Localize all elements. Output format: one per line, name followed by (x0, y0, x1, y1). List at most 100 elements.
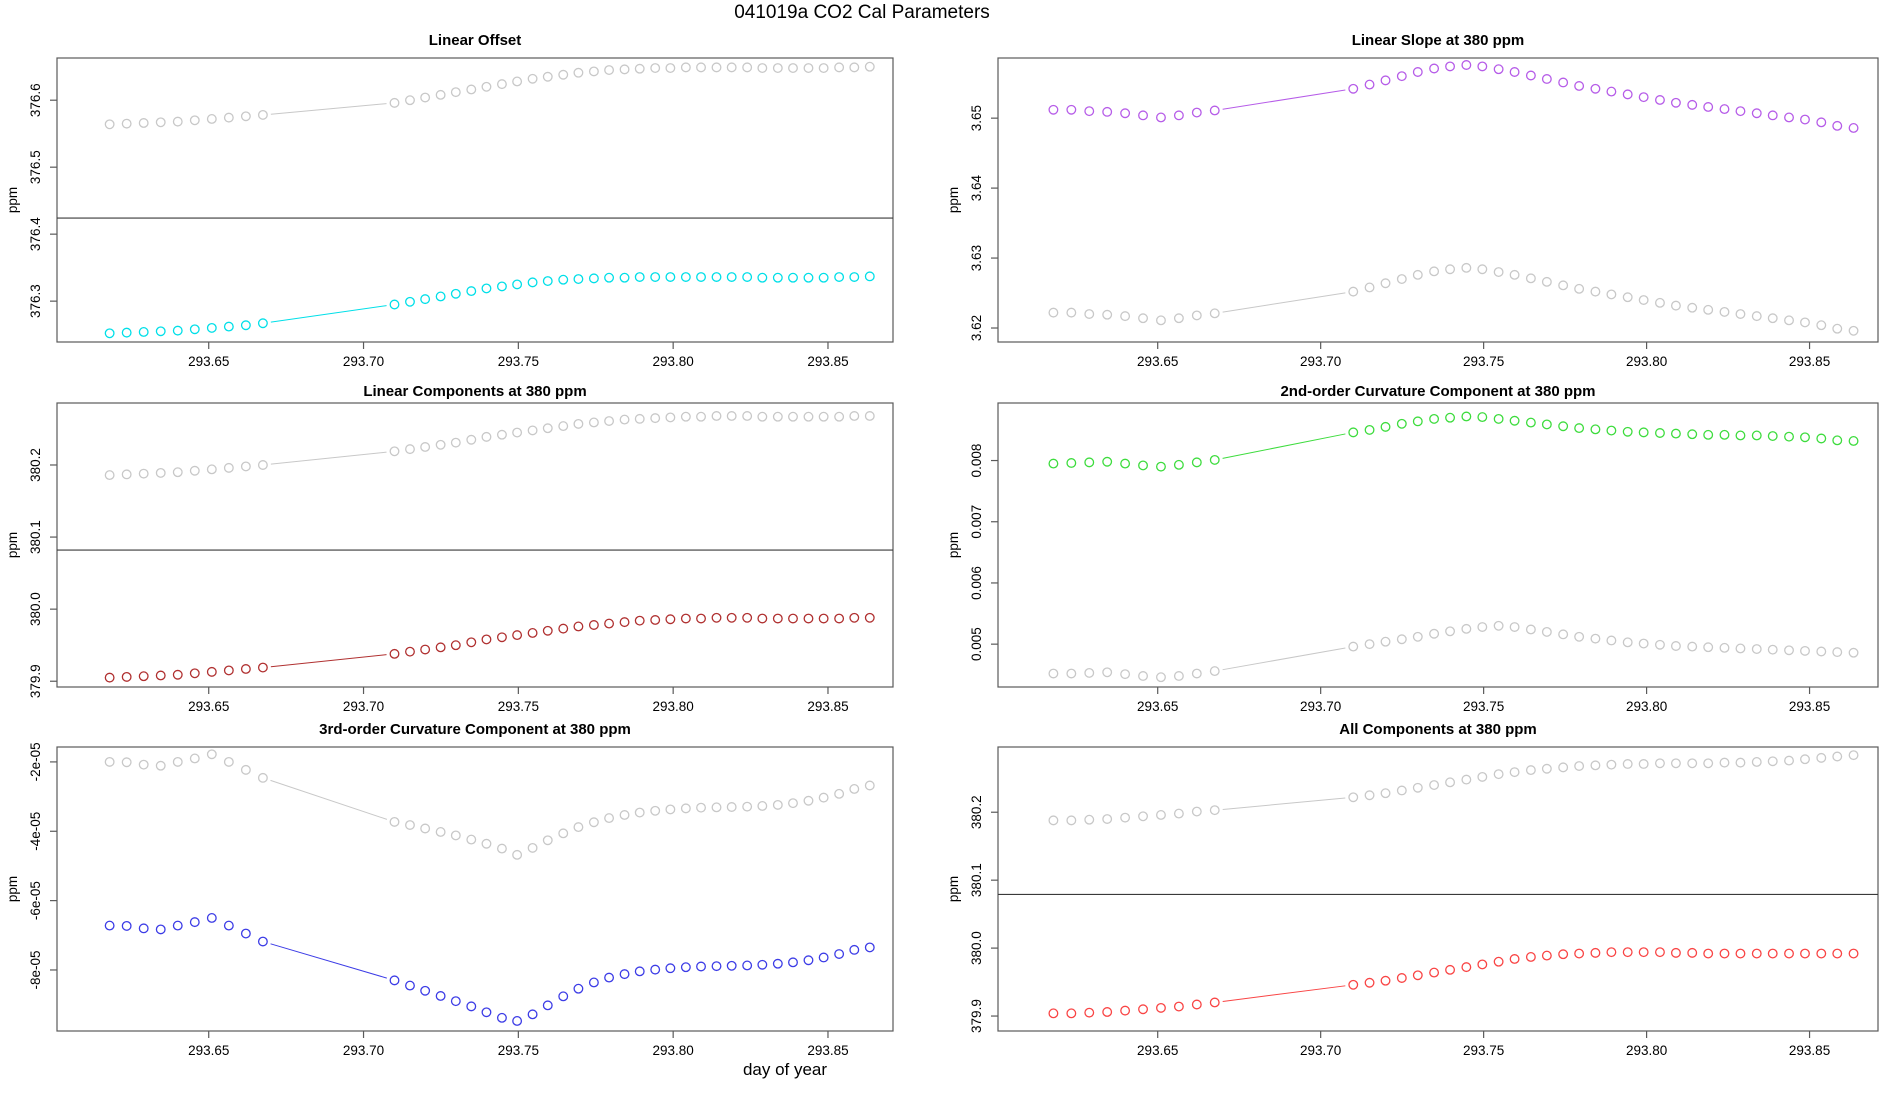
data-point (558, 828, 569, 839)
y-tick-label: 379.9 (28, 664, 43, 698)
data-point (1832, 647, 1843, 658)
data-point (189, 115, 200, 126)
data-point (1348, 427, 1359, 438)
data-point (1348, 286, 1359, 297)
data-point (1719, 429, 1730, 440)
data-point (240, 664, 251, 674)
data-point (742, 411, 753, 421)
data-point (189, 324, 200, 335)
data-point (1191, 806, 1202, 817)
data-point (1638, 427, 1649, 438)
data-point (726, 960, 737, 971)
data-point (757, 800, 768, 811)
panel-linear-components: 293.65 293.70 293.75 293.80 293.85 379.9 380.0… (5, 383, 894, 714)
data-point (1429, 780, 1440, 790)
data-point (512, 279, 523, 290)
data-point (1638, 92, 1649, 103)
data-point (726, 411, 737, 421)
data-point (1048, 668, 1059, 679)
data-point (1156, 672, 1166, 683)
panel-title: Linear Offset (429, 32, 522, 49)
data-point (588, 273, 599, 284)
data-point (742, 272, 753, 282)
data-point (104, 672, 115, 683)
data-point (604, 65, 615, 76)
data-point (223, 112, 234, 123)
data-point (1102, 1007, 1113, 1017)
data-point (1719, 104, 1730, 115)
data-point (1138, 313, 1148, 324)
data-point (104, 119, 115, 130)
data-point (1703, 642, 1714, 653)
data-point (588, 66, 599, 77)
plot-box (56, 402, 894, 688)
data-point (619, 810, 630, 820)
data-point (450, 288, 461, 299)
data-point (634, 966, 645, 977)
data-point (1541, 419, 1552, 430)
data-point (1084, 1007, 1095, 1018)
data-point (1156, 461, 1166, 472)
data-point (1719, 757, 1730, 768)
data-point (1173, 313, 1184, 324)
panel-title: 2nd-order Curvature Component at 380 ppm (1280, 383, 1595, 400)
data-point (1703, 102, 1714, 112)
data-point (1816, 752, 1827, 763)
data-point (1364, 639, 1375, 650)
data-point (1687, 99, 1698, 110)
data-point (726, 802, 737, 812)
data-point (573, 418, 584, 429)
y-tick-label: -8e-05 (28, 950, 43, 989)
series-connector (1222, 89, 1346, 110)
axes: 293.65 293.70 293.75 293.80 293.85 376.3 376.4… (28, 83, 849, 369)
data-point (650, 964, 661, 975)
data-point (435, 991, 446, 1001)
y-tick-label: 380.0 (28, 592, 43, 626)
data-point (1412, 970, 1423, 981)
data-point (1816, 320, 1827, 331)
data-point (803, 272, 814, 283)
data-point (757, 959, 768, 970)
data-point (104, 328, 115, 339)
data-point (121, 671, 132, 682)
series-connector (1222, 292, 1346, 313)
plot-box (56, 57, 894, 343)
data-point (619, 414, 630, 425)
data-point (1066, 458, 1077, 468)
data-point (726, 62, 737, 73)
data-point (1429, 413, 1440, 424)
x-tick-label: 293.65 (188, 1043, 229, 1058)
x-tick-label: 293.85 (1789, 1043, 1830, 1058)
data-point (1606, 759, 1617, 770)
data-point (1703, 429, 1714, 440)
data-point (680, 962, 691, 973)
data-point (1348, 641, 1359, 652)
data-point (1670, 947, 1681, 958)
y-axis-label: ppm (5, 876, 20, 902)
data-point (527, 627, 538, 638)
data-point (389, 97, 400, 108)
data-point (172, 756, 183, 767)
panel-title: All Components at 380 ppm (1339, 721, 1537, 738)
data-point (1832, 120, 1843, 131)
data-point (803, 795, 814, 806)
data-point (1541, 276, 1552, 287)
data-point (1102, 456, 1113, 467)
data-point (680, 62, 691, 73)
data-point (665, 963, 676, 974)
data-point (619, 272, 630, 283)
data-point (573, 274, 584, 284)
series-gray-reference (1048, 262, 1859, 336)
y-axis-label: ppm (950, 876, 961, 902)
data-point (726, 272, 737, 282)
y-tick-label: 3.64 (969, 174, 984, 201)
data-point (588, 817, 599, 828)
data-point (588, 417, 599, 428)
data-point (1396, 71, 1407, 82)
data-point (665, 272, 676, 282)
data-point (1525, 765, 1536, 776)
x-tick-label: 293.70 (1300, 1043, 1341, 1058)
data-point (634, 413, 645, 424)
data-point (155, 326, 166, 337)
data-point (573, 822, 584, 833)
